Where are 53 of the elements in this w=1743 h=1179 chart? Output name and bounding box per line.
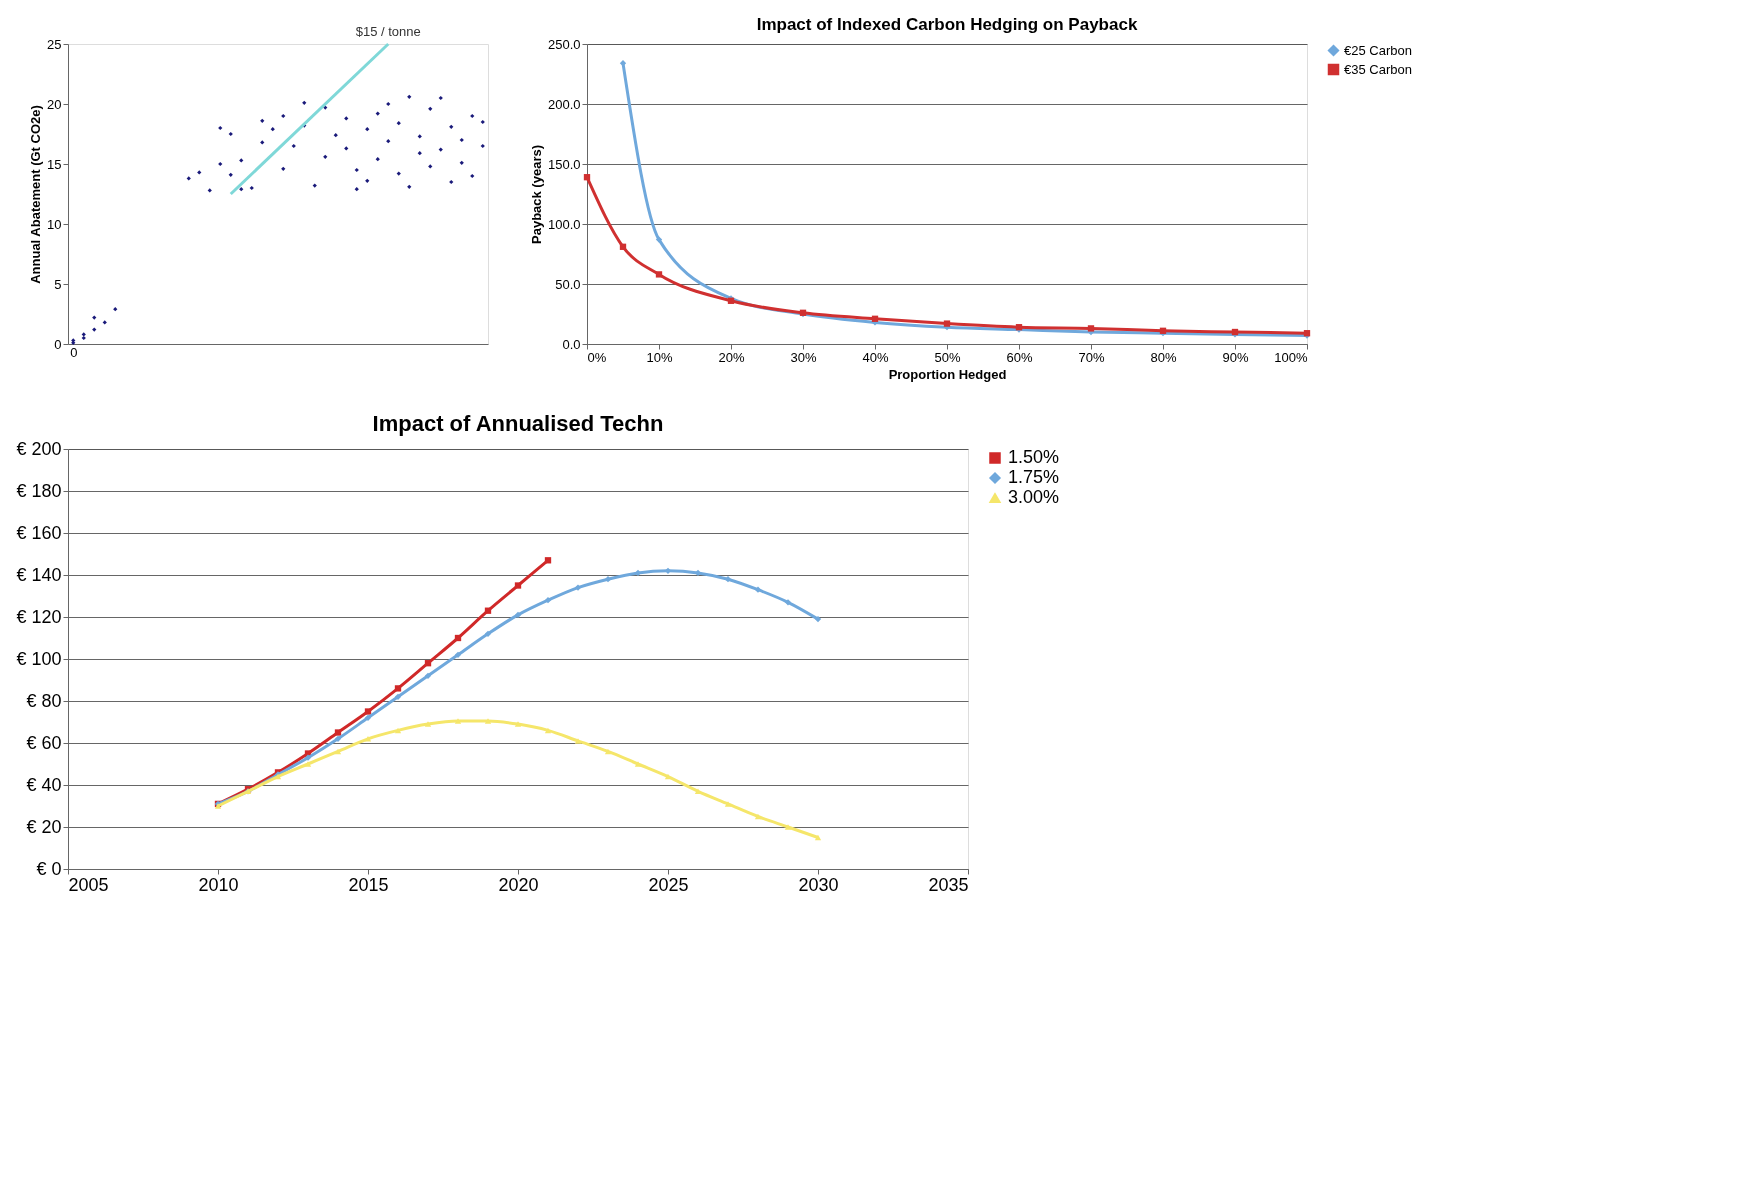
y-tick-label: 25 [47, 36, 62, 52]
y-axis-title: Payback (years) [528, 144, 544, 245]
y-tick-label: € 80 [26, 690, 62, 711]
y-axis-title: Annual Abatement (Gt CO2e) [28, 105, 44, 284]
y-tick-label: 0 [54, 336, 62, 352]
y-tick-label: € 0 [36, 858, 62, 879]
y-tick-label: € 160 [16, 522, 62, 543]
x-tick-label: 0% [587, 349, 607, 365]
y-tick-label: € 60 [26, 732, 62, 753]
x-tick-label: 0 [70, 344, 78, 360]
x-tick-label: 80% [1150, 349, 1177, 365]
y-tick-label: 10 [47, 216, 62, 232]
y-tick-label: 50.0 [555, 276, 581, 292]
y-tick-label: 20 [47, 96, 62, 112]
chart-title: Impact of Annualised Techn [372, 411, 664, 436]
legend-label: 3.00% [1008, 487, 1060, 507]
y-tick-label: € 200 [16, 438, 62, 459]
x-tick-label: 60% [1006, 349, 1033, 365]
y-tick-label: 0.0 [562, 336, 581, 352]
legend-label: 1.75% [1008, 467, 1060, 487]
y-tick-label: 250.0 [547, 36, 581, 52]
y-tick-label: 100.0 [547, 216, 581, 232]
x-tick-label: 40% [862, 349, 889, 365]
chart-title: Impact of Indexed Carbon Hedging on Payback [756, 15, 1138, 34]
y-tick-label: € 100 [16, 648, 62, 669]
x-tick-label: 50% [934, 349, 961, 365]
y-tick-label: 15 [47, 156, 62, 172]
legend-label: €35 Carbon [1344, 61, 1412, 77]
y-tick-label: € 120 [16, 606, 62, 627]
y-tick-label: 5 [54, 276, 62, 292]
x-tick-label: 2005 [68, 874, 109, 895]
legend-label: €25 Carbon [1344, 42, 1412, 58]
y-tick-label: 200.0 [547, 96, 581, 112]
x-tick-label: 30% [790, 349, 817, 365]
x-tick-label: 10% [646, 349, 673, 365]
x-tick-label: 2025 [648, 874, 689, 895]
x-tick-label: 2035 [928, 874, 969, 895]
x-tick-label: 2020 [498, 874, 539, 895]
y-tick-label: € 20 [26, 816, 62, 837]
series-label: $15 / tonne [355, 24, 421, 39]
y-tick-label: € 180 [16, 480, 62, 501]
x-axis-title: Proportion Hedged [888, 366, 1007, 382]
x-tick-label: 2015 [348, 874, 389, 895]
legend-label: 1.50% [1008, 447, 1060, 467]
x-tick-label: 20% [718, 349, 745, 365]
y-tick-label: € 40 [26, 774, 62, 795]
x-tick-label: 100% [1274, 349, 1308, 365]
x-tick-label: 90% [1222, 349, 1249, 365]
x-tick-label: 70% [1078, 349, 1105, 365]
y-tick-label: € 140 [16, 564, 62, 585]
y-tick-label: 150.0 [547, 156, 581, 172]
x-tick-label: 2010 [198, 874, 239, 895]
x-tick-label: 2030 [798, 874, 839, 895]
